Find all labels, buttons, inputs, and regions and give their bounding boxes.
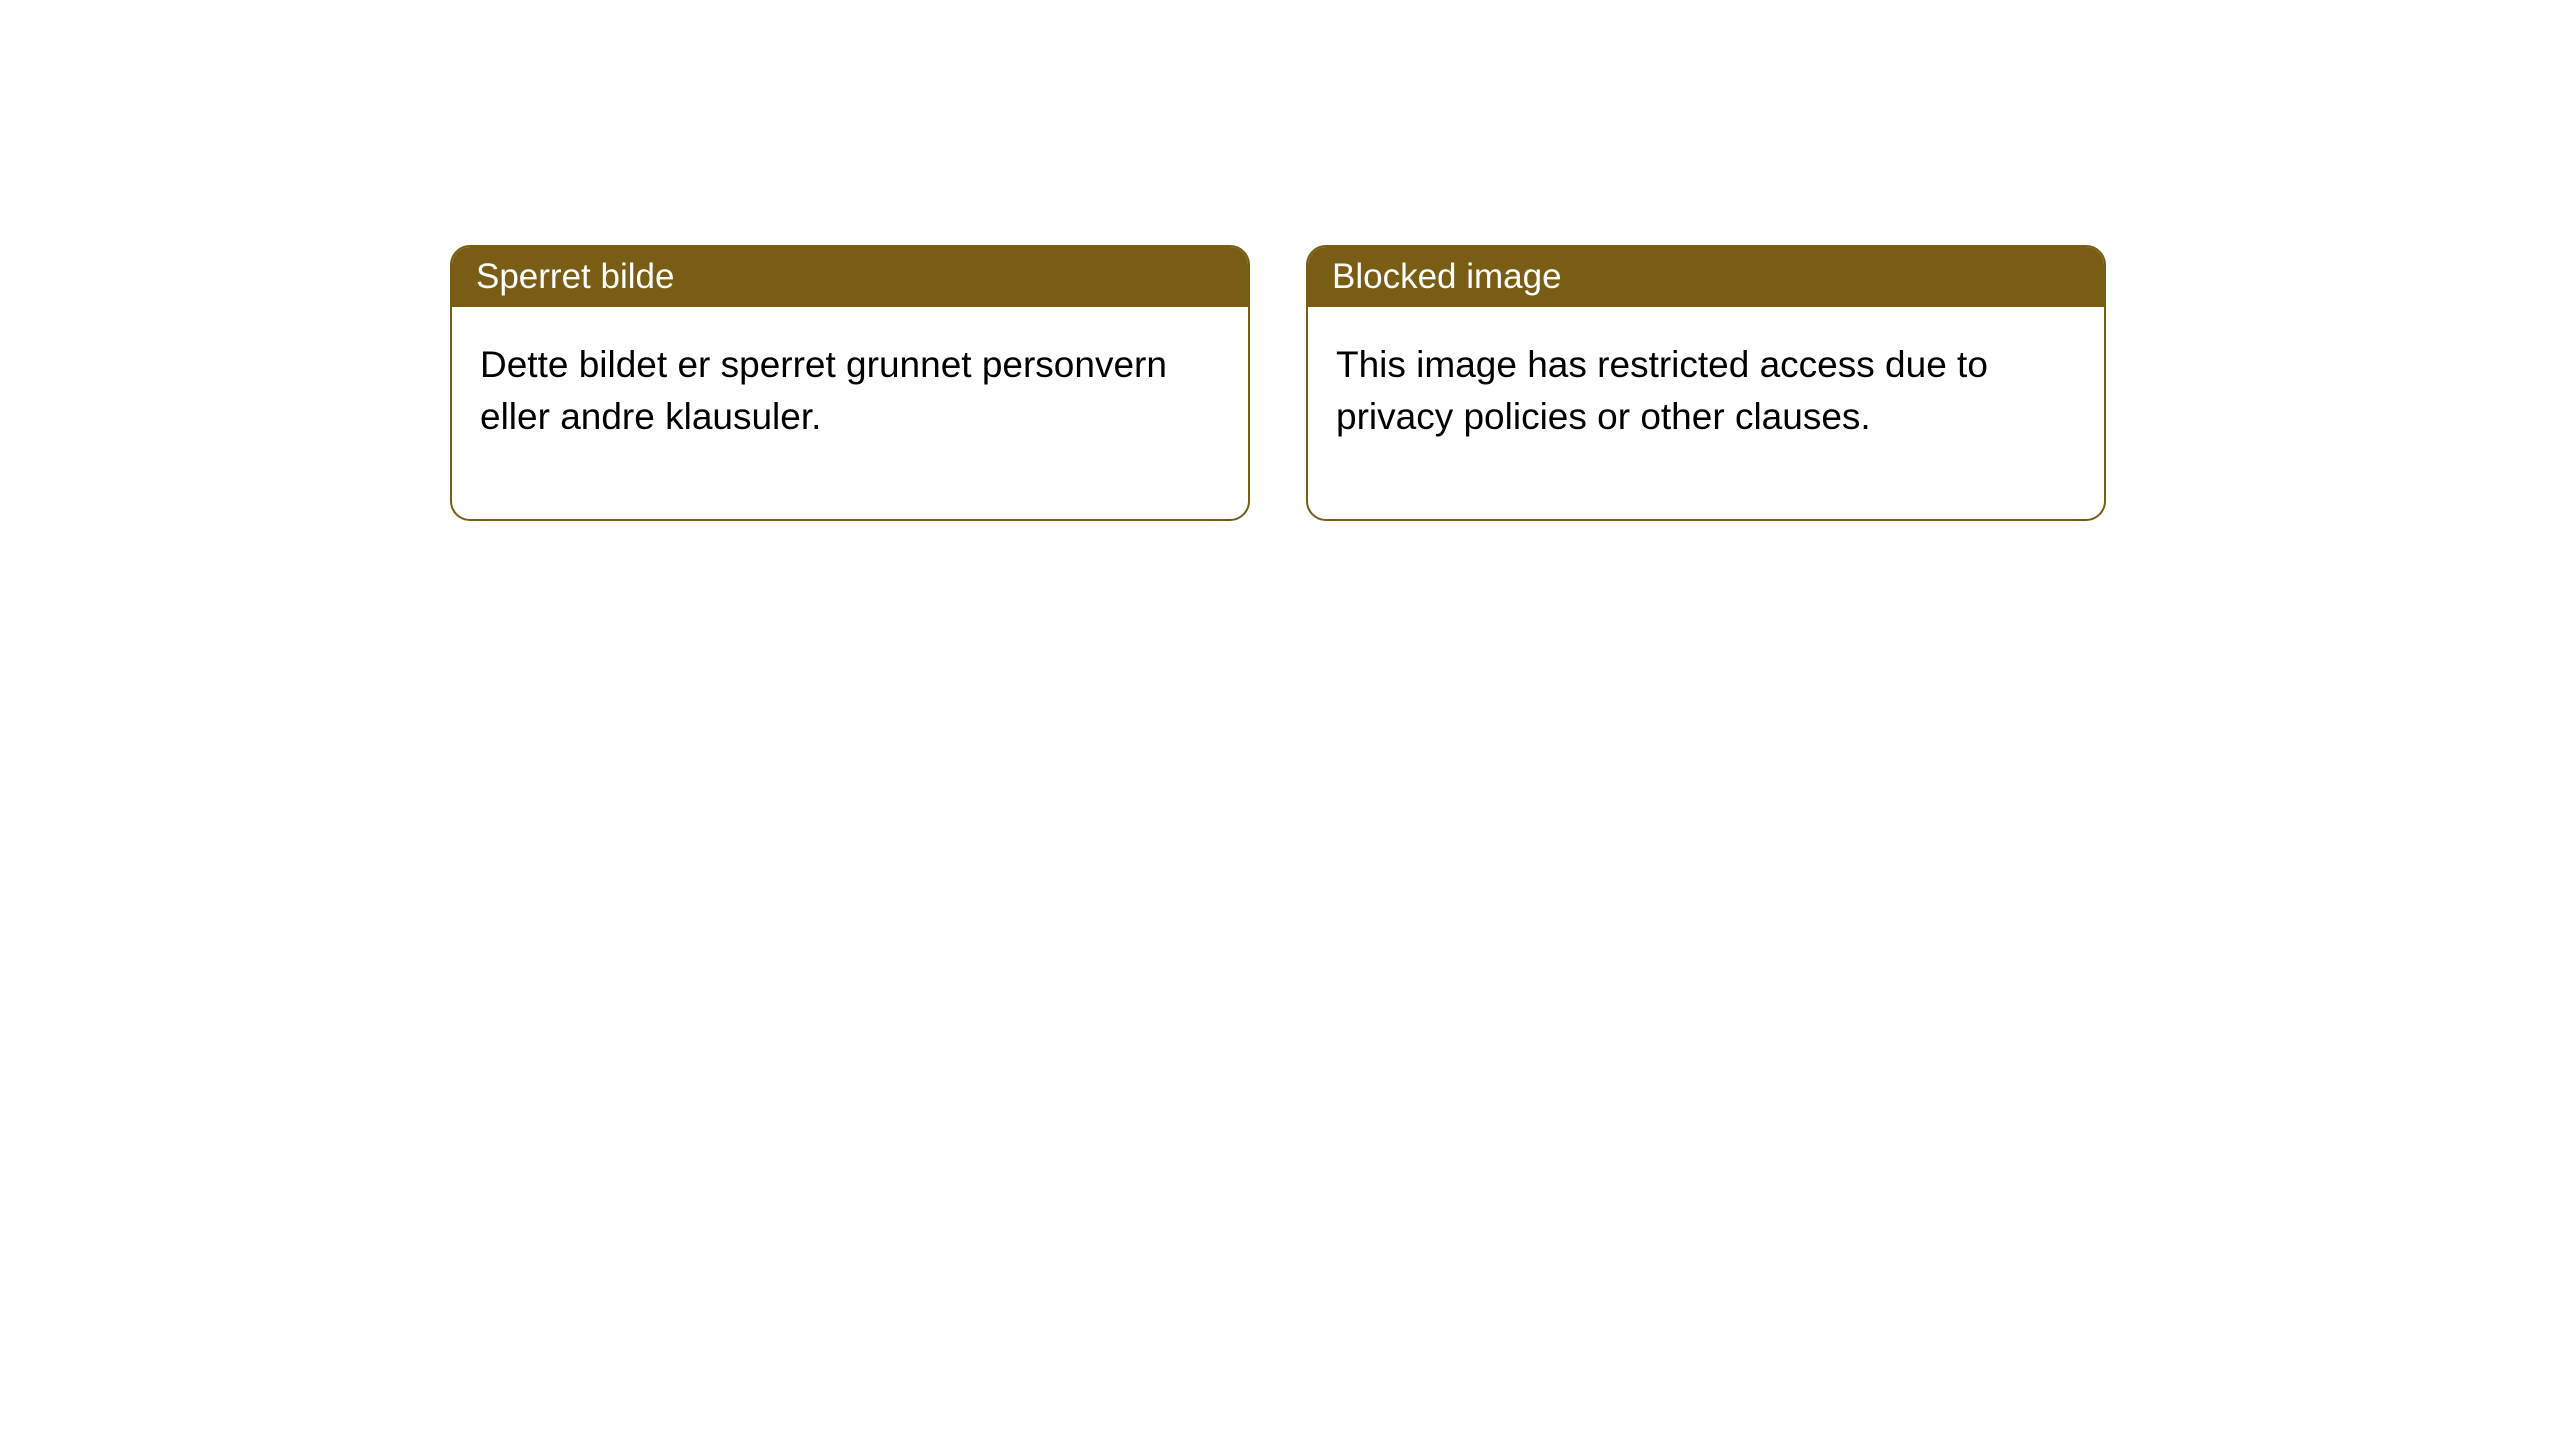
card-body: Dette bildet er sperret grunnet personve… — [452, 307, 1248, 519]
notice-card-english: Blocked image This image has restricted … — [1306, 245, 2106, 521]
notice-card-norwegian: Sperret bilde Dette bildet er sperret gr… — [450, 245, 1250, 521]
card-header: Sperret bilde — [452, 247, 1248, 307]
card-body: This image has restricted access due to … — [1308, 307, 2104, 519]
notice-card-container: Sperret bilde Dette bildet er sperret gr… — [450, 245, 2106, 521]
card-header: Blocked image — [1308, 247, 2104, 307]
